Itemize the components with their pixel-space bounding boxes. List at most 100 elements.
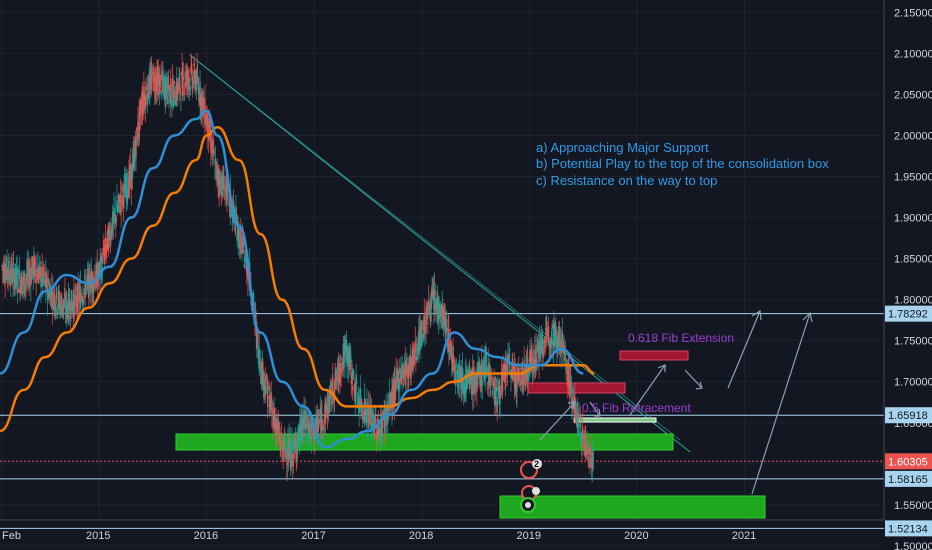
candle-body (325, 402, 327, 410)
annotation-line-a: a) Approaching Major Support (536, 140, 709, 155)
candle-body (538, 339, 541, 352)
candle-body (356, 381, 358, 384)
candle-body (50, 288, 52, 304)
candle-body (427, 301, 430, 304)
candle-body (428, 302, 430, 315)
resistance-box-lower[interactable] (527, 382, 626, 394)
candle-body (136, 132, 138, 146)
candle-body (47, 278, 49, 285)
candle-body (357, 401, 359, 408)
candle-body (16, 269, 18, 289)
event-badges[interactable]: 2 (520, 459, 542, 513)
candle-body (80, 295, 82, 296)
candle-body (293, 443, 296, 447)
candle-body (444, 317, 446, 334)
candle-body (462, 384, 464, 393)
candle-body (448, 330, 450, 353)
candle-body (489, 370, 491, 385)
candle-body (572, 387, 574, 394)
candle-body (522, 384, 525, 387)
candle-body (199, 81, 201, 105)
candle-body (40, 281, 43, 285)
candle-body (375, 420, 377, 422)
candle-body (39, 262, 41, 264)
price-axis[interactable]: 2.15000 2.10000 2.05000 2.00000 1.95000 1.900… (894, 7, 932, 550)
candle-body (466, 381, 469, 390)
candle-body (306, 425, 308, 428)
candle-body (586, 443, 589, 448)
candle-body (347, 345, 350, 367)
candle-body (365, 413, 367, 426)
arrow-down-from-extension (684, 369, 703, 389)
candle-body (171, 98, 173, 102)
candle-body (330, 382, 332, 386)
candle-body (353, 370, 355, 374)
candle-body (448, 342, 451, 353)
candle-body (58, 303, 61, 310)
time-axis[interactable]: Feb 2015 2016 2017 2018 2019 2020 2021 (2, 530, 756, 542)
candle-body (373, 427, 376, 437)
candle-body (497, 380, 500, 392)
candle-body (485, 355, 488, 363)
candle-body (135, 145, 137, 158)
candle-body (100, 270, 103, 280)
candle-body (215, 161, 217, 180)
candle-body (454, 358, 456, 370)
candle-body (241, 237, 244, 248)
candle-body (499, 402, 501, 404)
candle-body (17, 268, 19, 275)
candle-body (185, 82, 187, 87)
candle-body (569, 380, 571, 398)
trendline-lower[interactable] (189, 54, 681, 441)
candle-body (171, 79, 174, 86)
candle-body (493, 377, 495, 399)
candle-body (147, 96, 150, 99)
lower-support-box[interactable] (499, 495, 766, 519)
candle-body (541, 338, 544, 358)
candle-body (80, 297, 83, 301)
candle-body (379, 416, 382, 418)
candle-body (42, 267, 45, 278)
candle-body (243, 239, 245, 247)
candle-body (354, 394, 357, 404)
candle-body (138, 105, 141, 131)
support-zone-box[interactable] (175, 433, 674, 451)
candle-body (235, 208, 237, 219)
candle-body (92, 274, 94, 294)
candle-body (362, 412, 364, 421)
projection-arrows[interactable] (539, 309, 813, 495)
candle-body (273, 408, 275, 421)
candle-body (528, 370, 530, 374)
candle-body (427, 322, 429, 325)
candle-body (295, 453, 298, 459)
candle-body (121, 187, 123, 190)
x-tick-label: 2021 (732, 530, 756, 542)
candle-body (544, 340, 546, 354)
candle-body (425, 306, 427, 334)
candle-body (449, 340, 452, 343)
candle-body (254, 315, 257, 317)
candle-body (422, 333, 424, 337)
candle-body (580, 430, 582, 442)
candle-body (317, 422, 320, 432)
candle-body (243, 263, 246, 268)
candle-body (351, 385, 354, 391)
candle-body (8, 269, 11, 276)
candle-body (456, 370, 458, 374)
candle-body (152, 67, 155, 90)
fib-retracement-box[interactable] (573, 417, 657, 423)
candle-body (46, 291, 49, 300)
resistance-box-upper[interactable] (619, 350, 689, 361)
candle-body (318, 418, 321, 423)
candle-body (327, 397, 329, 407)
fib-retracement-label: 0.5 Fib Retracement (582, 401, 691, 415)
candle-body (584, 436, 587, 452)
candle-body (363, 398, 366, 424)
horizontal-levels[interactable] (0, 313, 884, 529)
y-tick-label: 2.15000 (894, 7, 932, 19)
candle-body (33, 257, 36, 277)
candle-body (393, 379, 396, 405)
candle-body (252, 291, 254, 305)
candle-body (73, 296, 76, 316)
